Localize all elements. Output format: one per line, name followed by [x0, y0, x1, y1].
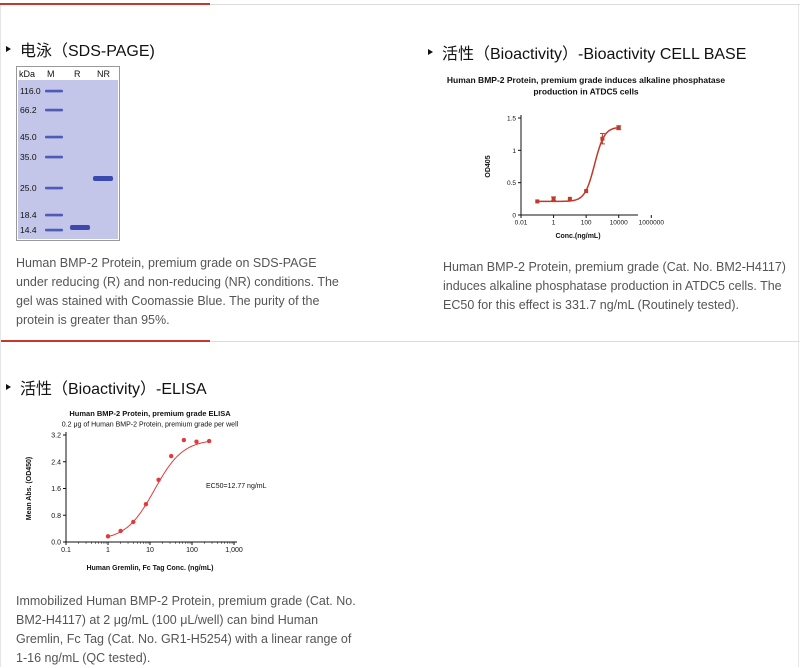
- y-tick-label: 1.5: [507, 116, 516, 123]
- cell-heading-text: 活性（Bioactivity）-Bioactivity CELL BASE: [442, 46, 747, 63]
- data-point: [535, 199, 540, 204]
- gel-column-nr: NR: [97, 69, 110, 79]
- y-tick-label: 1.6: [51, 486, 61, 493]
- x-tick-label: 0.1: [61, 547, 71, 554]
- left-border: [0, 5, 1, 667]
- gel-band-r: [70, 225, 90, 230]
- x-tick-label: 10000: [610, 220, 628, 227]
- y-tick-label: 2.4: [51, 459, 61, 466]
- data-point: [143, 502, 149, 507]
- sds-heading: 电泳（SDS-PAGE): [6, 37, 155, 61]
- data-point: [181, 437, 187, 443]
- right-border: [798, 5, 799, 667]
- fit-curve: [107, 440, 210, 538]
- bullet-icon: [6, 384, 11, 390]
- y-tick-label: 0: [512, 213, 516, 220]
- x-tick-label: 10: [146, 547, 154, 554]
- sds-description: Human BMP-2 Protein, premium grade on SD…: [16, 256, 339, 327]
- elisa-heading: 活性（Bioactivity）-ELISA: [6, 375, 207, 399]
- chart-subtitle: 0.2 μg of Human BMP-2 Protein, premium g…: [62, 422, 239, 429]
- y-tick-label: 0.0: [51, 540, 61, 547]
- cell-description: Human BMP-2 Protein, premium grade (Cat.…: [443, 260, 786, 312]
- gel-marker-band: [45, 228, 63, 232]
- y-axis-label: Mean Abs. (OD450): [26, 457, 33, 521]
- data-point: [118, 528, 123, 534]
- x-tick-label: 0.01: [515, 220, 528, 227]
- elisa-heading-text: 活性（Bioactivity）-ELISA: [20, 381, 207, 398]
- gel-marker-band: [45, 213, 63, 217]
- elisa-description: Immobilized Human BMP-2 Protein, premium…: [16, 594, 356, 665]
- y-tick-label: 0.5: [507, 180, 516, 187]
- sds-heading-text: 电泳（SDS-PAGE): [20, 43, 155, 60]
- y-axis-label: OD405: [485, 155, 492, 177]
- x-axis-label: Human Gremlin, Fc Tag Conc. (ng/mL): [86, 565, 213, 572]
- x-tick-label: 1000000: [639, 220, 665, 227]
- fit-curve: [537, 126, 619, 203]
- x-tick-label: 100: [581, 220, 592, 227]
- cell-heading: 活性（Bioactivity）-Bioactivity CELL BASE: [428, 40, 746, 64]
- data-point: [584, 189, 589, 194]
- x-tick-label: 1,000: [225, 547, 243, 554]
- data-point: [194, 439, 199, 444]
- gel-marker-label: 116.0: [20, 86, 41, 96]
- gel-column-kda: kDa: [19, 69, 35, 79]
- gel-marker-label: 45.0: [20, 132, 37, 142]
- data-point: [616, 125, 621, 130]
- x-axis-label: Conc.(ng/mL): [555, 233, 600, 240]
- elisa-chart: Human BMP-2 Protein, premium grade ELISA…: [26, 409, 267, 572]
- gel-band-nr: [93, 176, 113, 181]
- section-divider: [0, 341, 800, 342]
- data-point: [131, 519, 136, 525]
- top-divider-accent: [0, 3, 210, 5]
- data-point: [206, 438, 212, 444]
- bullet-icon: [428, 49, 433, 55]
- chart-subtitle: production in ATDC5 cells: [533, 87, 639, 97]
- data-point: [551, 196, 556, 201]
- data-point: [169, 453, 174, 459]
- gel-marker-band: [45, 89, 63, 93]
- cell-bioactivity-chart: Human BMP-2 Protein, premium grade induc…: [447, 75, 725, 240]
- data-point: [156, 477, 161, 483]
- top-divider: [0, 4, 800, 5]
- bullet-icon: [6, 46, 11, 52]
- sds-gel-image: kDa M R NR 116.0 66.2 45.0 35.0 25.0 18.4 14.4: [16, 66, 120, 241]
- x-tick-label: 100: [186, 547, 198, 554]
- data-point: [600, 136, 605, 141]
- gel-column-r: R: [74, 69, 81, 79]
- gel-column-m: M: [47, 69, 55, 79]
- gel-marker-label: 66.2: [20, 105, 37, 115]
- data-point: [105, 534, 111, 539]
- ec50-annotation: EC50=12.77 ng/mL: [206, 483, 267, 490]
- x-tick-label: 1: [106, 547, 110, 554]
- gel-marker-label: 35.0: [20, 152, 37, 162]
- y-tick-label: 1: [512, 148, 516, 155]
- gel-marker-band: [45, 108, 63, 112]
- chart-title: Human BMP-2 Protein, premium grade induc…: [447, 75, 725, 85]
- gel-marker-band: [45, 155, 63, 159]
- gel-marker-band: [45, 186, 63, 190]
- y-tick-label: 0.8: [51, 513, 61, 520]
- y-tick-label: 3.2: [51, 433, 61, 440]
- gel-background: [18, 80, 118, 239]
- gel-marker-band: [45, 135, 63, 139]
- section-divider-accent: [0, 340, 210, 342]
- x-tick-label: 1: [552, 220, 556, 227]
- gel-marker-label: 18.4: [20, 210, 37, 220]
- gel-marker-label: 14.4: [20, 225, 37, 235]
- gel-marker-label: 25.0: [20, 183, 37, 193]
- data-point: [567, 196, 572, 201]
- chart-title: Human BMP-2 Protein, premium grade ELISA: [69, 409, 231, 418]
